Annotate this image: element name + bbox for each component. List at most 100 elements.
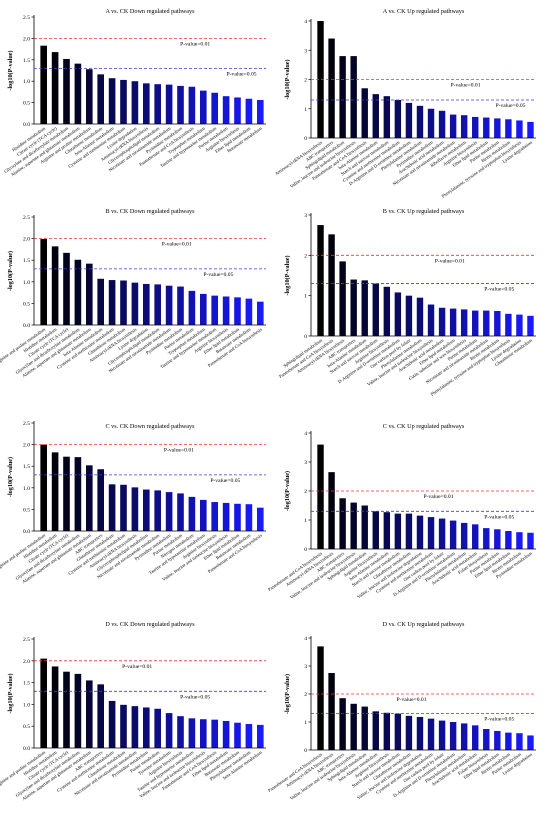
- panel-3-bar: [188, 290, 196, 325]
- panel-4-bar: [317, 225, 324, 336]
- panel-3-bar: [165, 285, 173, 325]
- panel-5-bar: [51, 452, 59, 531]
- panel-6-bar: [383, 512, 391, 549]
- panel-6-y-tick-label: 1: [304, 518, 307, 524]
- panel-8-p005-label: P-value=0.05: [484, 717, 514, 723]
- panel-7-bar: [154, 708, 162, 748]
- panel-2-bar: [427, 108, 435, 138]
- panel-1-bar: [165, 84, 173, 124]
- panel-5-bar: [245, 504, 253, 531]
- panel-6-bar: [339, 498, 346, 549]
- panel-2-bar: [383, 96, 391, 138]
- panel-1-bar: [85, 69, 93, 124]
- panel-8-bar: [361, 706, 368, 750]
- panel-4-y-axis-label: -log10(P-value): [284, 255, 291, 295]
- panel-6-y-tick-label: 2: [304, 489, 307, 495]
- panel-8-bar: [472, 725, 479, 750]
- panel-4-bar: [350, 279, 357, 336]
- panel-2-bar: [416, 105, 424, 138]
- panel-8-y-tick-label: 1: [304, 720, 307, 726]
- panel-2-bar: [339, 56, 346, 138]
- panel-1-bar: [245, 98, 253, 124]
- panel-6-bar: [317, 444, 324, 549]
- panel-8-y-tick-label: 0: [304, 748, 307, 754]
- panel-4-title: B vs. CK Up regulated pathways: [383, 208, 465, 215]
- panel-8-bar: [405, 715, 413, 750]
- panel-2-bar: [505, 119, 512, 138]
- panel-1-bar: [51, 52, 59, 124]
- panel-3-bar: [120, 280, 127, 325]
- panel-8-y-axis-label: -log10(P-value): [284, 674, 291, 714]
- panel-8-bar: [317, 646, 324, 750]
- panel-6-bar: [527, 532, 534, 549]
- panel-5-bar: [142, 489, 150, 531]
- panel-3-bar: [74, 259, 82, 325]
- panel-8-bar: [372, 711, 379, 750]
- panel-3-bar: [154, 284, 162, 325]
- panel-2-bar: [438, 110, 446, 138]
- panel-2-y-tick-label: 4: [304, 19, 307, 25]
- panel-6-x-tick-label: Pantothenate and CoA biosynthesis: [267, 551, 323, 592]
- panel-4-bar: [505, 313, 512, 336]
- panel-2-p001-label: P-value=0.01: [451, 83, 481, 89]
- panel-4-bar: [427, 304, 435, 336]
- panel-2-bar: [483, 117, 490, 138]
- panel-7-bar: [234, 722, 241, 748]
- panel-5-bar: [40, 444, 48, 531]
- panel-8-bar: [527, 735, 534, 750]
- panel-8-bar: [394, 713, 402, 750]
- panel-1-y-axis-label: -log10(P-value): [7, 50, 14, 90]
- panel-5-bar: [74, 457, 82, 531]
- panel-6-bar: [449, 520, 457, 549]
- panel-2-bar: [527, 121, 534, 138]
- panel-5-bar: [177, 493, 184, 531]
- panel-7-bar: [188, 718, 196, 748]
- panel-7-bar: [63, 671, 70, 748]
- panel-2-y-tick-label: 1: [304, 107, 307, 113]
- panel-7-p001-label: P-value=0.01: [122, 664, 152, 670]
- panel-2-bar: [317, 21, 324, 138]
- panel-3-bar: [85, 263, 93, 325]
- panel-3-bar: [142, 283, 150, 325]
- panel-4-bar: [405, 295, 413, 336]
- panel-3-y-tick-label: 0.0: [23, 323, 30, 329]
- panel-6-y-tick-label: 3: [304, 460, 307, 466]
- panel-5-bar: [234, 503, 241, 531]
- panel-2-bar: [460, 115, 468, 138]
- panel-7-bar: [108, 700, 116, 748]
- panel-1-bar: [234, 97, 241, 124]
- panel-2-bar: [494, 118, 501, 138]
- panel-7-bar: [222, 720, 230, 748]
- panel-6-y-tick-label: 0: [304, 547, 307, 553]
- panel-5-bar: [211, 502, 219, 531]
- panel-5-y-tick-label: 2.0: [23, 443, 30, 449]
- panel-7-bar: [120, 704, 127, 748]
- panel-6-p005-label: P-value=0.05: [484, 514, 514, 520]
- panel-2-bar: [328, 38, 335, 138]
- panel-2-y-tick-label: 0: [304, 136, 307, 142]
- panel-6-bar: [483, 528, 490, 549]
- panel-7-bar: [211, 719, 219, 748]
- panel-4-bar: [472, 310, 479, 336]
- panel-6-bar: [372, 511, 379, 549]
- panel-1-p005-label: P-value=0.05: [227, 71, 257, 77]
- panel-3-bar: [40, 239, 48, 325]
- panel-4-y-tick-label: 2: [304, 253, 307, 259]
- panel-3-y-tick-label: 1.0: [23, 280, 30, 286]
- panel-2-bar: [361, 88, 368, 138]
- panel-1-bar: [188, 86, 196, 124]
- panel-6-bar: [361, 505, 368, 549]
- panel-6-bar: [405, 513, 413, 549]
- panel-5-p001-label: P-value=0.01: [164, 448, 194, 454]
- panel-7-y-tick-label: 0.0: [23, 746, 30, 752]
- panel-8-bar: [328, 673, 335, 750]
- panel-6-bar: [516, 532, 523, 549]
- panel-1-bar: [131, 81, 139, 124]
- panel-8-bar: [460, 723, 468, 750]
- panel-1-bar: [97, 74, 105, 124]
- panel-2-y-tick-label: 2: [304, 78, 307, 84]
- panel-6-p001-label: P-value=0.01: [424, 494, 454, 500]
- panel-1-bar: [108, 78, 116, 124]
- panel-3-bar: [222, 296, 230, 325]
- panel-1-bar: [177, 85, 184, 124]
